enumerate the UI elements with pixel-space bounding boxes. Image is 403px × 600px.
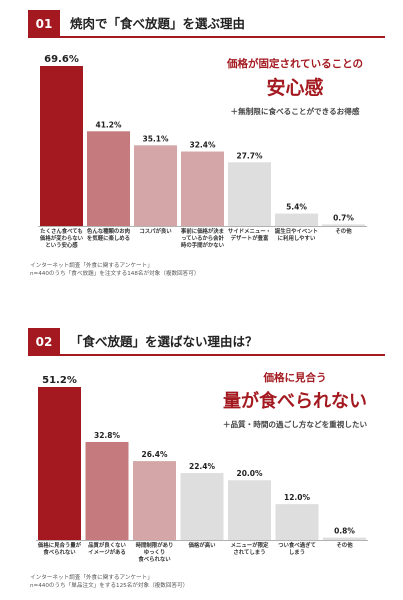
value-label-2: 26.4% xyxy=(141,450,168,459)
category-label-6: その他 xyxy=(335,227,352,235)
callout-big: 安心感 xyxy=(266,77,324,99)
value-label-3: 32.4% xyxy=(189,141,216,150)
value-label-6: 0.8% xyxy=(334,527,355,536)
bar-1 xyxy=(87,131,130,226)
category-label-3: 価格が高い xyxy=(188,541,217,549)
chart-reasons-to-choose: 69.6% たくさん食べても価格が変わらないという安心感 41.2% 色んな種類のお肉… xyxy=(38,54,367,249)
callout-sub: ＋無制限に食べることができるお得感 xyxy=(230,107,360,116)
category-label-0: たくさん食べても価格が変わらないという安心感 xyxy=(39,227,84,249)
bar-0 xyxy=(40,66,83,226)
bar-0 xyxy=(38,387,81,540)
value-label-0: 69.6% xyxy=(44,54,79,65)
value-label-0: 51.2% xyxy=(42,375,77,386)
header-underline xyxy=(60,36,385,38)
survey-note: インターネット調査「外食に関するアンケート」 n=440のうち「食べ放題」を注文… xyxy=(30,262,199,278)
bar-2 xyxy=(133,461,176,540)
section-header: 02 「食べ放題」を選ばない理由は？ xyxy=(28,328,403,356)
note-line2: n=440のうち「食べ放題」を注文する148名が対象（複数回答可） xyxy=(30,271,200,277)
note-line1: インターネット調査「外食に関するアンケート」 xyxy=(30,575,153,581)
section-reasons-not-to-choose: 02 「食べ放題」を選ばない理由は？ 価格に見合う 量が食べられない ＋品質・時… xyxy=(0,318,403,600)
category-label-4: メニューが限定されてしまう xyxy=(231,541,269,556)
category-label-5: 誕生日やイベントに利用しやすい xyxy=(275,227,318,242)
section-number: 01 xyxy=(28,10,60,38)
value-label-4: 27.7% xyxy=(236,151,263,160)
value-label-5: 12.0% xyxy=(284,493,311,502)
bar-3 xyxy=(181,151,224,226)
value-label-4: 20.0% xyxy=(236,469,263,478)
category-label-2: 時間制限がありゆっくり食べられない xyxy=(136,541,174,563)
value-label-1: 32.8% xyxy=(94,431,121,440)
section-reasons-to-choose: 01 焼肉で「食べ放題」を選ぶ理由 価格が固定されていることの 安心感 ＋無制限… xyxy=(0,0,403,290)
category-label-0: 価格に見合う量が食べられない xyxy=(37,541,82,556)
survey-note: インターネット調査「外食に関するアンケート」 n=440のうち「単品注文」をする… xyxy=(30,574,188,590)
header-underline xyxy=(60,354,385,356)
callout-sub: ＋品質・時間の過ごし方などを重視したい xyxy=(222,420,368,429)
bar-2 xyxy=(134,145,177,226)
value-label-3: 22.4% xyxy=(189,462,216,471)
category-label-1: 色んな種類のお肉を気軽に楽しめる xyxy=(87,227,130,242)
category-label-3: 事前に価格が決まっているから会計時の手間がかない xyxy=(181,227,225,249)
bar-4 xyxy=(228,480,271,540)
section-header: 01 焼肉で「食べ放題」を選ぶ理由 xyxy=(28,10,403,38)
value-label-1: 41.2% xyxy=(95,120,122,129)
category-label-4: サイドメニュー・デザートが豊富 xyxy=(228,228,271,242)
callout: 価格が固定されていることの 安心感 ＋無制限に食べることができるお得感 xyxy=(205,56,385,117)
bar-6 xyxy=(323,537,366,540)
category-label-6: その他 xyxy=(336,541,353,549)
bar-3 xyxy=(180,473,224,540)
value-label-6: 0.7% xyxy=(333,213,354,222)
callout: 価格に見合う 量が食べられない ＋品質・時間の過ごし方などを重視したい xyxy=(195,370,395,430)
chart-reasons-not-to-choose: 51.2%価格に見合う量が食べられない32.8%品質が良くないイメージがある26… xyxy=(36,375,368,563)
bar-6 xyxy=(322,224,365,226)
value-label-5: 5.4% xyxy=(286,203,307,212)
callout-line1: 価格が固定されていることの xyxy=(226,58,364,70)
bar-5 xyxy=(275,504,319,540)
category-label-5: つい食べ過ぎてしまう xyxy=(278,541,316,556)
bar-4 xyxy=(228,162,271,226)
callout-big: 量が食べられない xyxy=(223,391,367,412)
note-line1: インターネット調査「外食に関するアンケート」 xyxy=(30,263,153,269)
bar-1 xyxy=(85,441,129,540)
category-label-2: コスパが良い xyxy=(139,227,172,235)
bar-5 xyxy=(275,213,318,226)
section-title: 焼肉で「食べ放題」を選ぶ理由 xyxy=(70,16,246,31)
category-label-1: 品質が良くないイメージがある xyxy=(88,541,126,556)
section-title: 「食べ放題」を選ばない理由は？ xyxy=(70,334,258,349)
callout-line1: 価格に見合う xyxy=(263,372,327,384)
section-number: 02 xyxy=(28,328,60,356)
note-line2: n=440のうち「単品注文」をする125名が対象（複数回答可） xyxy=(30,583,189,589)
value-label-2: 35.1% xyxy=(142,134,169,143)
